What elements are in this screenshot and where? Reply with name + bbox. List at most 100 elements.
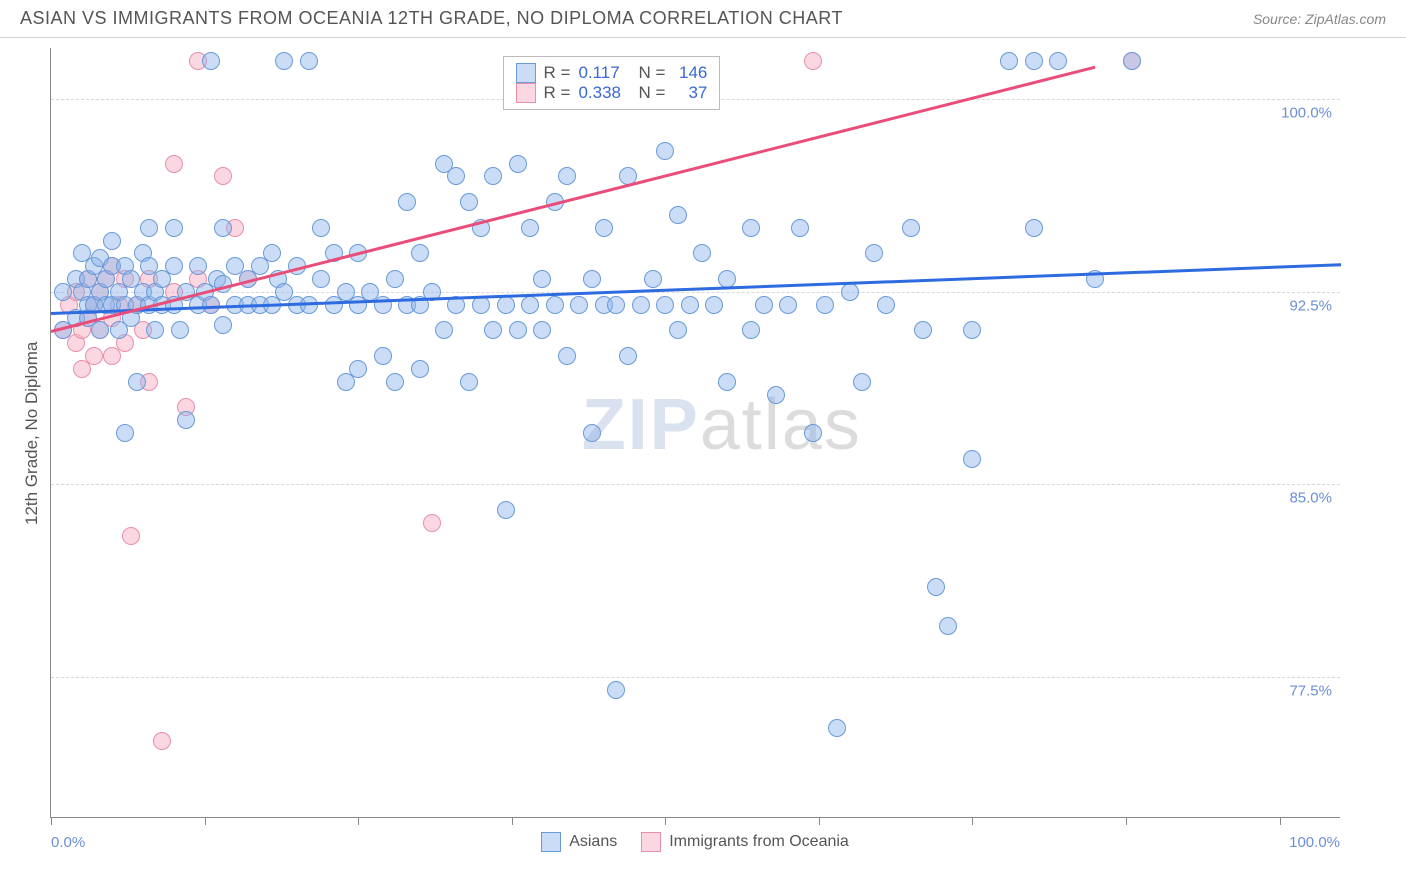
data-point-asians [484,167,502,185]
data-point-asians [828,719,846,737]
data-point-asians [914,321,932,339]
data-point-asians [877,296,895,314]
data-point-asians [681,296,699,314]
data-point-asians [742,321,760,339]
data-point-asians [804,424,822,442]
data-point-asians [460,373,478,391]
source-attribution: Source: ZipAtlas.com [1253,11,1386,27]
data-point-asians [963,450,981,468]
y-tick-label: 100.0% [1281,105,1332,122]
data-point-asians [103,232,121,250]
data-point-asians [398,193,416,211]
data-point-asians [91,321,109,339]
legend-item-asians: Asians [541,832,617,852]
stats-n-label: N = [638,83,665,103]
x-label-max: 100.0% [1289,834,1340,851]
data-point-asians [202,52,220,70]
data-point-asians [583,424,601,442]
data-point-asians [1000,52,1018,70]
x-tick [512,817,513,825]
legend-label-asians: Asians [569,833,617,851]
data-point-asians [312,219,330,237]
stats-r-value-asians: 0.117 [578,63,630,83]
stats-swatch-oceania [516,83,536,103]
chart-title: ASIAN VS IMMIGRANTS FROM OCEANIA 12TH GR… [20,8,843,29]
data-point-asians [791,219,809,237]
data-point-asians [509,155,527,173]
data-point-asians [656,142,674,160]
stats-box: R =0.117N =146R =0.338N =37 [503,56,721,110]
data-point-asians [1049,52,1067,70]
plot-area: 100.0%92.5%85.0%77.5%0.0%100.0%ZIPatlasR… [50,48,1340,818]
data-point-oceania [165,155,183,173]
data-point-asians [263,244,281,262]
data-point-asians [705,296,723,314]
data-point-asians [693,244,711,262]
data-point-asians [607,681,625,699]
data-point-asians [300,52,318,70]
data-point-asians [165,219,183,237]
data-point-asians [1123,52,1141,70]
gridline-horizontal [51,484,1340,485]
stats-swatch-asians [516,63,536,83]
data-point-asians [595,219,613,237]
data-point-asians [816,296,834,314]
data-point-asians [767,386,785,404]
data-point-asians [202,296,220,314]
gridline-horizontal [51,677,1340,678]
data-point-asians [189,257,207,275]
data-point-asians [374,347,392,365]
data-point-asians [177,411,195,429]
data-point-asians [853,373,871,391]
data-point-asians [509,321,527,339]
legend-swatch-oceania [641,832,661,852]
stats-n-label: N = [638,63,665,83]
data-point-asians [902,219,920,237]
data-point-asians [460,193,478,211]
data-point-asians [583,270,601,288]
data-point-asians [755,296,773,314]
data-point-oceania [804,52,822,70]
chart-container: 100.0%92.5%85.0%77.5%0.0%100.0%ZIPatlasR… [50,48,1396,818]
y-axis-title: 12th Grade, No Diploma [22,342,42,525]
stats-n-value-asians: 146 [673,63,707,83]
stats-r-label: R = [544,63,571,83]
data-point-asians [570,296,588,314]
data-point-asians [484,321,502,339]
data-point-asians [742,219,760,237]
stats-n-value-oceania: 37 [673,83,707,103]
x-tick [665,817,666,825]
data-point-asians [386,270,404,288]
data-point-asians [607,296,625,314]
data-point-asians [558,167,576,185]
data-point-asians [533,321,551,339]
data-point-asians [128,373,146,391]
data-point-asians [214,316,232,334]
x-tick [1280,817,1281,825]
x-tick [972,817,973,825]
data-point-asians [619,347,637,365]
data-point-asians [841,283,859,301]
stats-r-label: R = [544,83,571,103]
y-tick-label: 77.5% [1289,682,1332,699]
stats-row-oceania: R =0.338N =37 [516,83,708,103]
data-point-asians [116,424,134,442]
x-tick [51,817,52,825]
data-point-asians [1025,52,1043,70]
data-point-asians [533,270,551,288]
data-point-oceania [85,347,103,365]
data-point-asians [435,321,453,339]
data-point-oceania [122,527,140,545]
stats-row-asians: R = 0.117 N = 146 [516,63,708,83]
data-point-asians [140,219,158,237]
data-point-asians [632,296,650,314]
data-point-asians [718,373,736,391]
data-point-asians [171,321,189,339]
data-point-asians [386,373,404,391]
data-point-asians [411,360,429,378]
data-point-asians [275,52,293,70]
x-tick [1126,817,1127,825]
data-point-asians [558,347,576,365]
data-point-asians [939,617,957,635]
data-point-asians [349,360,367,378]
